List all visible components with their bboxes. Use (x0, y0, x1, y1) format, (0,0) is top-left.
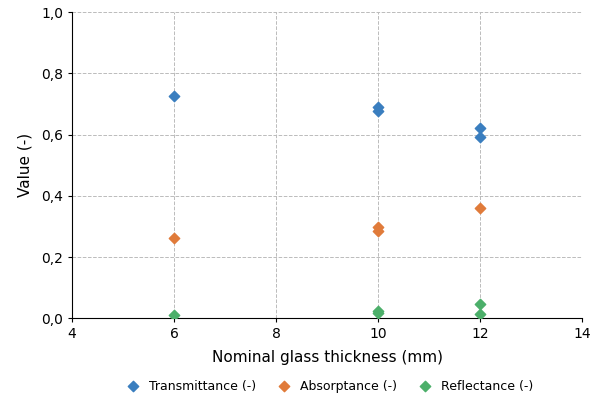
Transmittance (-) (373, 104, 383, 111)
Legend: Transmittance (-), Absorptance (-), Reflectance (-): Transmittance (-), Absorptance (-), Refl… (121, 379, 533, 392)
Transmittance (-) (475, 134, 485, 140)
Transmittance (-) (373, 107, 383, 114)
Transmittance (-) (169, 93, 179, 100)
Absorptance (-) (475, 205, 485, 211)
Reflectance (-) (373, 310, 383, 316)
Absorptance (-) (373, 228, 383, 234)
X-axis label: Nominal glass thickness (mm): Nominal glass thickness (mm) (212, 350, 443, 365)
Reflectance (-) (373, 308, 383, 314)
Reflectance (-) (475, 301, 485, 308)
Reflectance (-) (169, 311, 179, 318)
Y-axis label: Value (-): Value (-) (17, 133, 32, 197)
Transmittance (-) (475, 125, 485, 131)
Absorptance (-) (169, 235, 179, 242)
Absorptance (-) (373, 224, 383, 231)
Reflectance (-) (475, 310, 485, 317)
